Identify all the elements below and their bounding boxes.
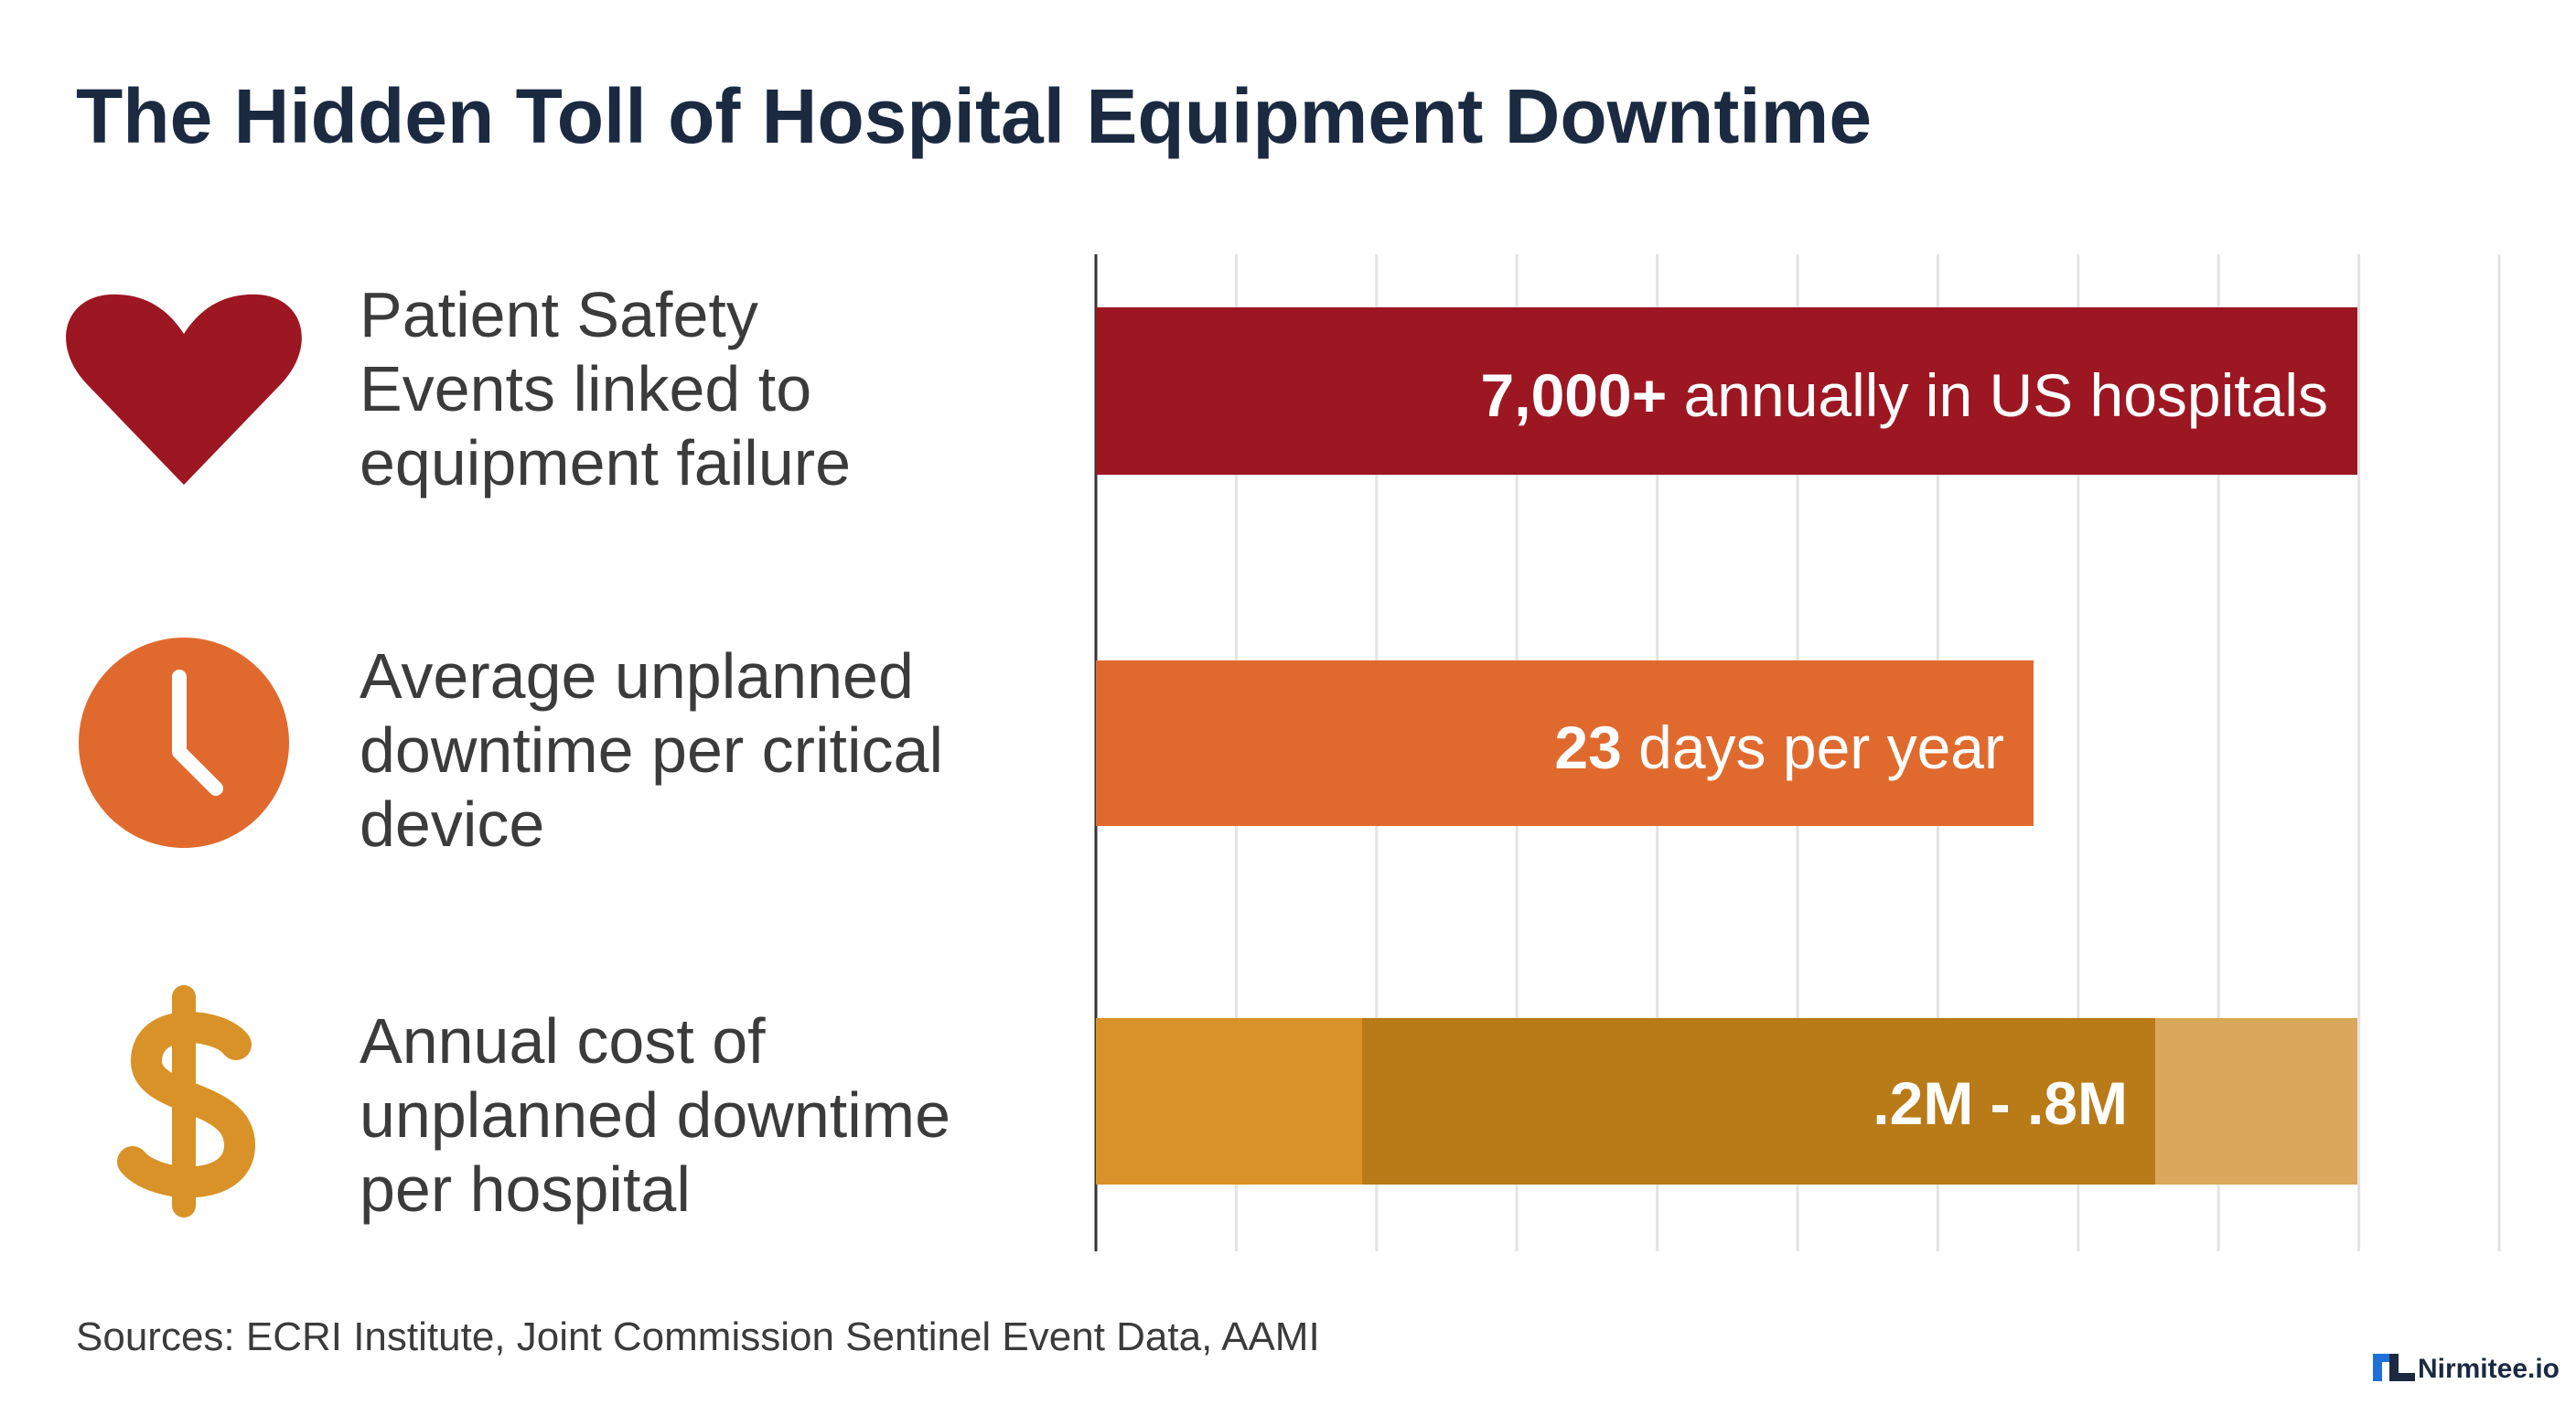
row-label: equipment failure [360,427,851,499]
row-value: 7,000+ annually in US hospitals [1481,361,2328,429]
row-label: Events linked to [360,353,811,424]
row-value: .2M - .8M [1873,1069,2128,1137]
value-strong: 7,000+ [1481,361,1668,429]
row-label: unplanned downtime [360,1079,950,1151]
row-label: Annual cost of [360,1005,766,1077]
brand-logo [2373,1354,2415,1381]
bar [1096,660,2034,826]
heart-icon [66,294,302,485]
dollar-icon [117,985,256,1217]
bar-segment [1096,1018,1362,1185]
row-value: 23 days per year [1554,713,2004,781]
row-label: Patient Safety [360,279,758,350]
row-label: downtime per critical [360,714,943,786]
row-label: device [360,788,544,860]
bar [1096,307,2357,475]
value-strong: .2M - .8M [1873,1069,2128,1137]
bar-segment [1362,1018,2155,1185]
value-strong: 23 [1554,713,1621,781]
row-label: per hospital [360,1153,691,1225]
title: The Hidden Toll of Hospital Equipment Do… [76,73,1872,159]
clock-icon [79,638,289,848]
value-rest: days per year [1622,713,2004,781]
bar-segment [2155,1018,2357,1185]
row-label: Average unplanned [360,640,914,712]
brand: Nirmitee.io [2418,1354,2560,1384]
value-rest: annually in US hospitals [1667,361,2328,429]
sources: Sources: ECRI Institute, Joint Commissio… [76,1314,1320,1359]
